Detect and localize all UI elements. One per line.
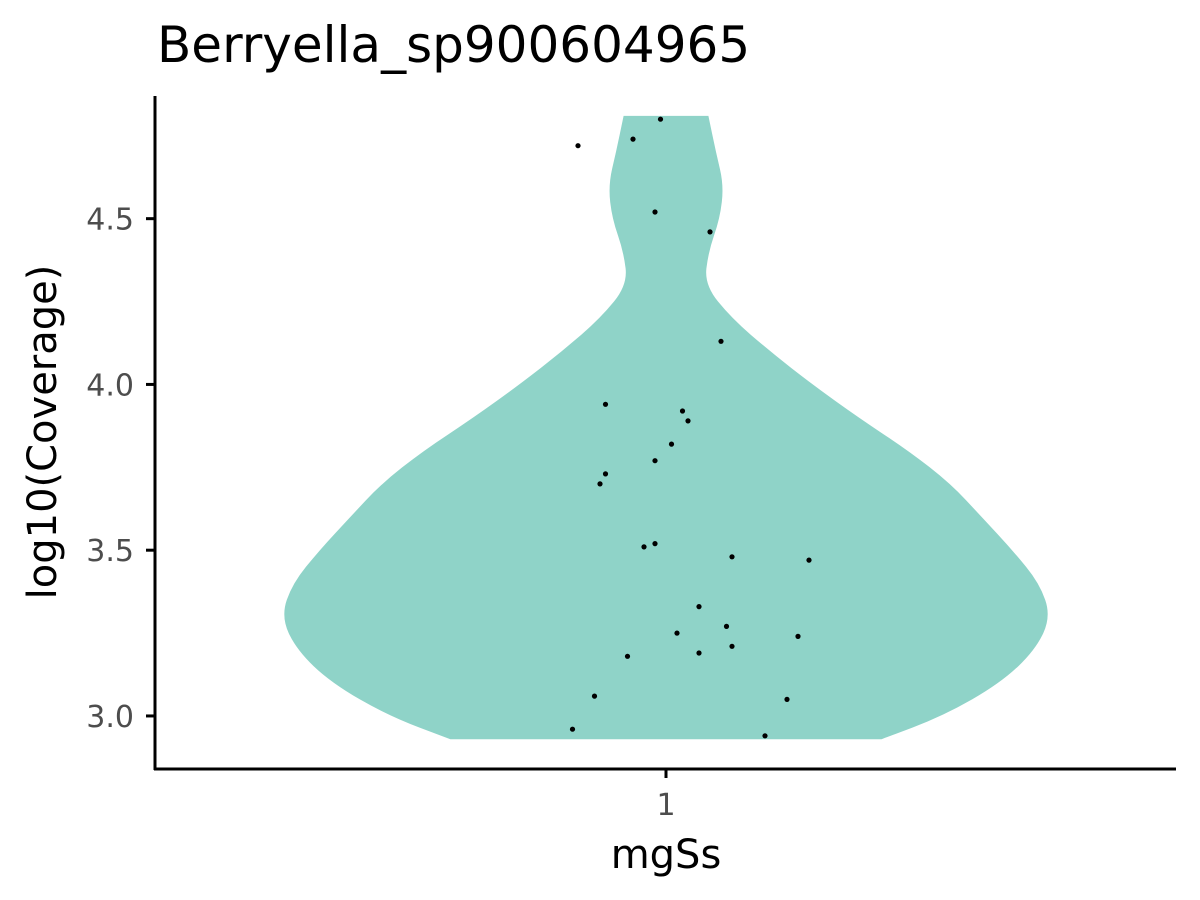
chart-title: Berryella_sp900604965 xyxy=(157,16,750,74)
y-axis-label: log10(Coverage) xyxy=(20,265,66,600)
data-point xyxy=(674,630,680,636)
data-point xyxy=(575,143,581,149)
data-point xyxy=(762,733,768,739)
data-point xyxy=(679,408,686,414)
data-point xyxy=(729,643,735,649)
points-layer xyxy=(569,116,812,739)
data-point xyxy=(729,554,735,560)
plot-area xyxy=(284,115,1048,740)
x-axis-label: mgSs xyxy=(611,832,722,878)
data-point xyxy=(668,441,675,447)
data-point xyxy=(652,458,658,464)
data-point xyxy=(652,209,658,215)
x-tick-label: 1 xyxy=(656,788,675,823)
data-point xyxy=(602,471,609,477)
y-tick-label: 4.0 xyxy=(86,368,134,403)
data-point xyxy=(723,623,730,630)
x-axis-ticks: 1 xyxy=(656,769,676,823)
data-point xyxy=(806,557,812,563)
data-point xyxy=(652,541,658,547)
data-point xyxy=(696,604,702,610)
data-point xyxy=(696,650,702,656)
data-point xyxy=(630,136,636,142)
y-tick-label: 4.5 xyxy=(86,203,134,238)
y-tick-label: 3.5 xyxy=(86,534,134,569)
data-point xyxy=(569,726,576,732)
violin-shape xyxy=(284,115,1048,740)
data-point xyxy=(624,653,631,659)
y-tick-label: 3.0 xyxy=(86,700,134,735)
data-point xyxy=(707,229,713,235)
data-point xyxy=(685,418,691,424)
data-point xyxy=(597,481,603,487)
data-point xyxy=(591,693,598,699)
data-point xyxy=(795,633,801,640)
y-axis-ticks: 3.0 3.5 4.0 4.5 xyxy=(86,203,155,735)
data-point xyxy=(641,544,647,550)
data-point xyxy=(602,401,609,407)
data-point xyxy=(718,338,724,344)
data-point xyxy=(657,116,664,122)
data-point xyxy=(784,696,790,703)
